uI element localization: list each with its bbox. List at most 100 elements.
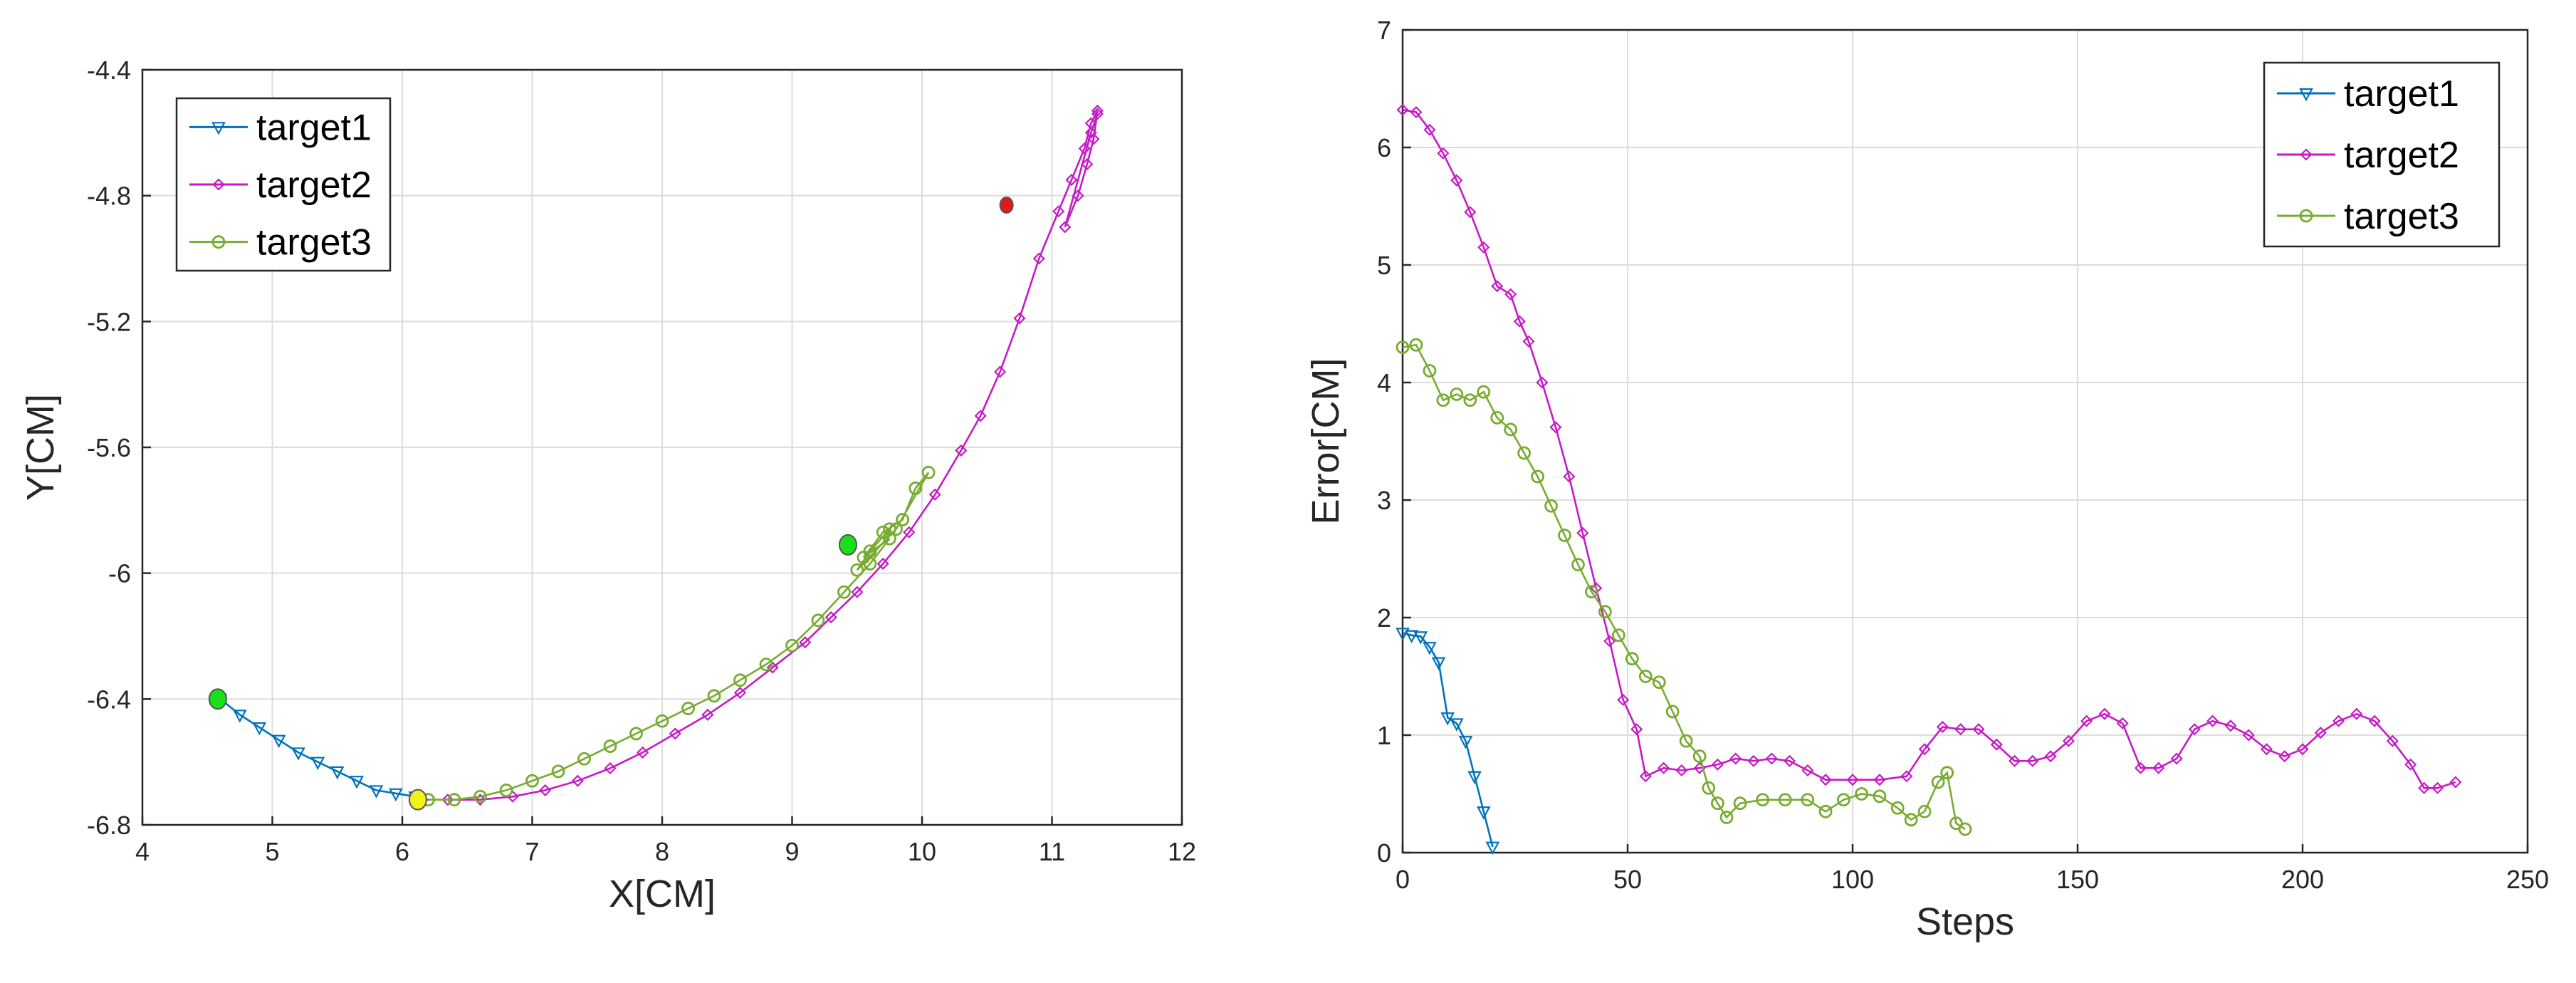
target3-point — [896, 513, 910, 526]
target2-point — [1464, 206, 1477, 219]
target3-point — [1756, 793, 1770, 807]
target2-point — [1091, 108, 1104, 120]
y-tick-label: -6.8 — [87, 811, 131, 840]
trajectory-chart: 4 5 6 7 8 9 10 11 12 -6.8 -6.4 -6 -5.6 -5.2 -4.8 -4.4 X[… — [19, 56, 1196, 915]
x-tick-label: 150 — [2056, 865, 2099, 894]
x-tick-label: 100 — [1831, 865, 1874, 894]
target1-point — [1458, 736, 1473, 749]
target3-point — [1719, 811, 1734, 824]
target3-point — [1531, 469, 1545, 484]
y-axis-label: Y[CM] — [19, 394, 62, 501]
target2-line — [422, 110, 1099, 801]
target2-point — [1711, 758, 1724, 771]
series-target1 — [1396, 628, 1500, 855]
target3-point — [785, 638, 799, 652]
target3-point — [1436, 393, 1450, 407]
target2-point — [1918, 743, 1931, 756]
target2-point — [571, 774, 584, 787]
target3-point — [1611, 628, 1625, 643]
target2-point — [2242, 729, 2255, 742]
legend-label-target3: target3 — [256, 222, 372, 264]
target2-point — [1396, 103, 1409, 116]
legend-marker-target1 — [211, 122, 226, 135]
legend-marker-target3 — [211, 235, 226, 249]
target1-point — [1485, 841, 1500, 855]
x-tick-label: 11 — [1039, 837, 1065, 866]
target3-point — [473, 789, 487, 803]
legend: target1 target2 target3 — [175, 97, 392, 272]
legend-label-target3: target3 — [2344, 196, 2459, 237]
y-tick-label: 0 — [1377, 838, 1391, 868]
series-target3 — [422, 465, 936, 807]
legend-marker-target2 — [212, 178, 225, 191]
target2-point — [1846, 774, 1859, 786]
y-tick-label: -4.4 — [87, 56, 131, 85]
target2-point — [1819, 774, 1832, 786]
legend-label-target2: target2 — [256, 165, 372, 206]
target2-point — [903, 526, 916, 539]
target2-point — [1522, 335, 1535, 348]
series-target2 — [1396, 103, 2462, 794]
target3-point — [1585, 585, 1598, 599]
position-marker — [408, 789, 427, 811]
target2-point — [1990, 738, 2003, 751]
target2-point — [1504, 288, 1517, 301]
target2-point — [1801, 764, 1814, 777]
target1-point — [1467, 771, 1482, 785]
target3-point — [889, 522, 903, 536]
target1-point — [369, 785, 384, 799]
target3-line — [428, 472, 930, 801]
x-tick-label: 50 — [1613, 865, 1642, 894]
target2-point — [2296, 743, 2309, 756]
y-tick-label: -6.4 — [87, 685, 131, 714]
target2-line — [1402, 108, 2456, 789]
target2-point — [1729, 752, 1742, 765]
target3-point — [863, 544, 877, 558]
target3-point — [1733, 796, 1747, 811]
y-tick-label: -5.6 — [87, 433, 131, 462]
target3-point — [837, 585, 851, 599]
target3-point — [811, 613, 825, 628]
legend-label-target2: target2 — [2344, 135, 2459, 176]
target2-point — [1936, 720, 1949, 734]
x-tick-label: 0 — [1396, 865, 1410, 894]
target2-point — [2449, 776, 2462, 789]
target2-point — [928, 488, 941, 501]
position-marker — [838, 534, 857, 556]
target2-point — [2418, 781, 2431, 794]
target3-point — [1598, 605, 1612, 619]
target2-point — [2368, 714, 2381, 727]
target2-point — [2044, 750, 2057, 763]
target1-point — [1396, 628, 1410, 641]
target2-point — [1450, 174, 1463, 187]
target3-line — [1402, 343, 1966, 831]
legend-marker-target1 — [2299, 88, 2313, 102]
target3-point — [1558, 529, 1571, 542]
target3-point — [1931, 775, 1945, 789]
target2-point — [955, 444, 968, 457]
target3-point — [629, 727, 643, 741]
target2-point — [2134, 761, 2147, 774]
target2-point — [1437, 147, 1450, 160]
target2-point — [1603, 635, 1616, 647]
target2-point — [1783, 754, 1796, 767]
target3-point — [1855, 787, 1869, 801]
target3-point — [1778, 793, 1792, 807]
target1-point — [1404, 630, 1419, 644]
target2-point — [1765, 752, 1778, 765]
target3-point — [525, 774, 539, 788]
target2-point — [473, 794, 487, 806]
x-tick-label: 250 — [2506, 865, 2549, 894]
target2-point — [1078, 142, 1091, 155]
target1-point — [389, 788, 403, 802]
target2-point — [1423, 123, 1436, 136]
target2-point — [766, 661, 779, 674]
error-chart: 0 50 100 150 200 250 0 1 2 3 4 5 6 7 Steps Error[CM] tar… — [1304, 16, 2549, 943]
target3-point — [909, 482, 923, 495]
y-tick-label: -6 — [108, 559, 131, 588]
target2-point — [1065, 174, 1078, 187]
target3-point — [1409, 338, 1423, 352]
target3-point — [1949, 816, 1963, 831]
target1-point — [233, 709, 247, 723]
target2-point — [441, 794, 454, 806]
